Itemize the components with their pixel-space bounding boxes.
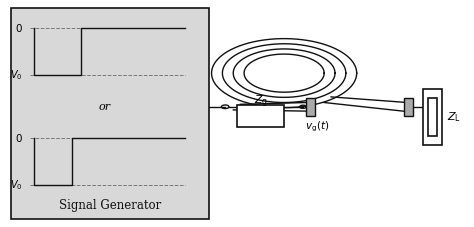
Text: Signal Generator: Signal Generator: [59, 199, 161, 212]
Text: $0$: $0$: [15, 22, 23, 34]
Bar: [404, 98, 413, 116]
Text: $Z_\mathrm{L}$: $Z_\mathrm{L}$: [447, 110, 461, 124]
Text: or: or: [99, 102, 111, 112]
Bar: [428, 98, 438, 136]
Bar: [11, 8, 209, 219]
Bar: [237, 104, 284, 127]
Text: $0$: $0$: [15, 132, 23, 144]
Text: $V_0$: $V_0$: [10, 178, 23, 192]
Bar: [306, 98, 315, 116]
Bar: [423, 89, 442, 145]
Text: $v_\mathrm{g}(t)$: $v_\mathrm{g}(t)$: [305, 120, 329, 134]
Text: $V_0$: $V_0$: [10, 69, 23, 82]
Text: $Z_\mathrm{g}$: $Z_\mathrm{g}$: [254, 93, 268, 110]
